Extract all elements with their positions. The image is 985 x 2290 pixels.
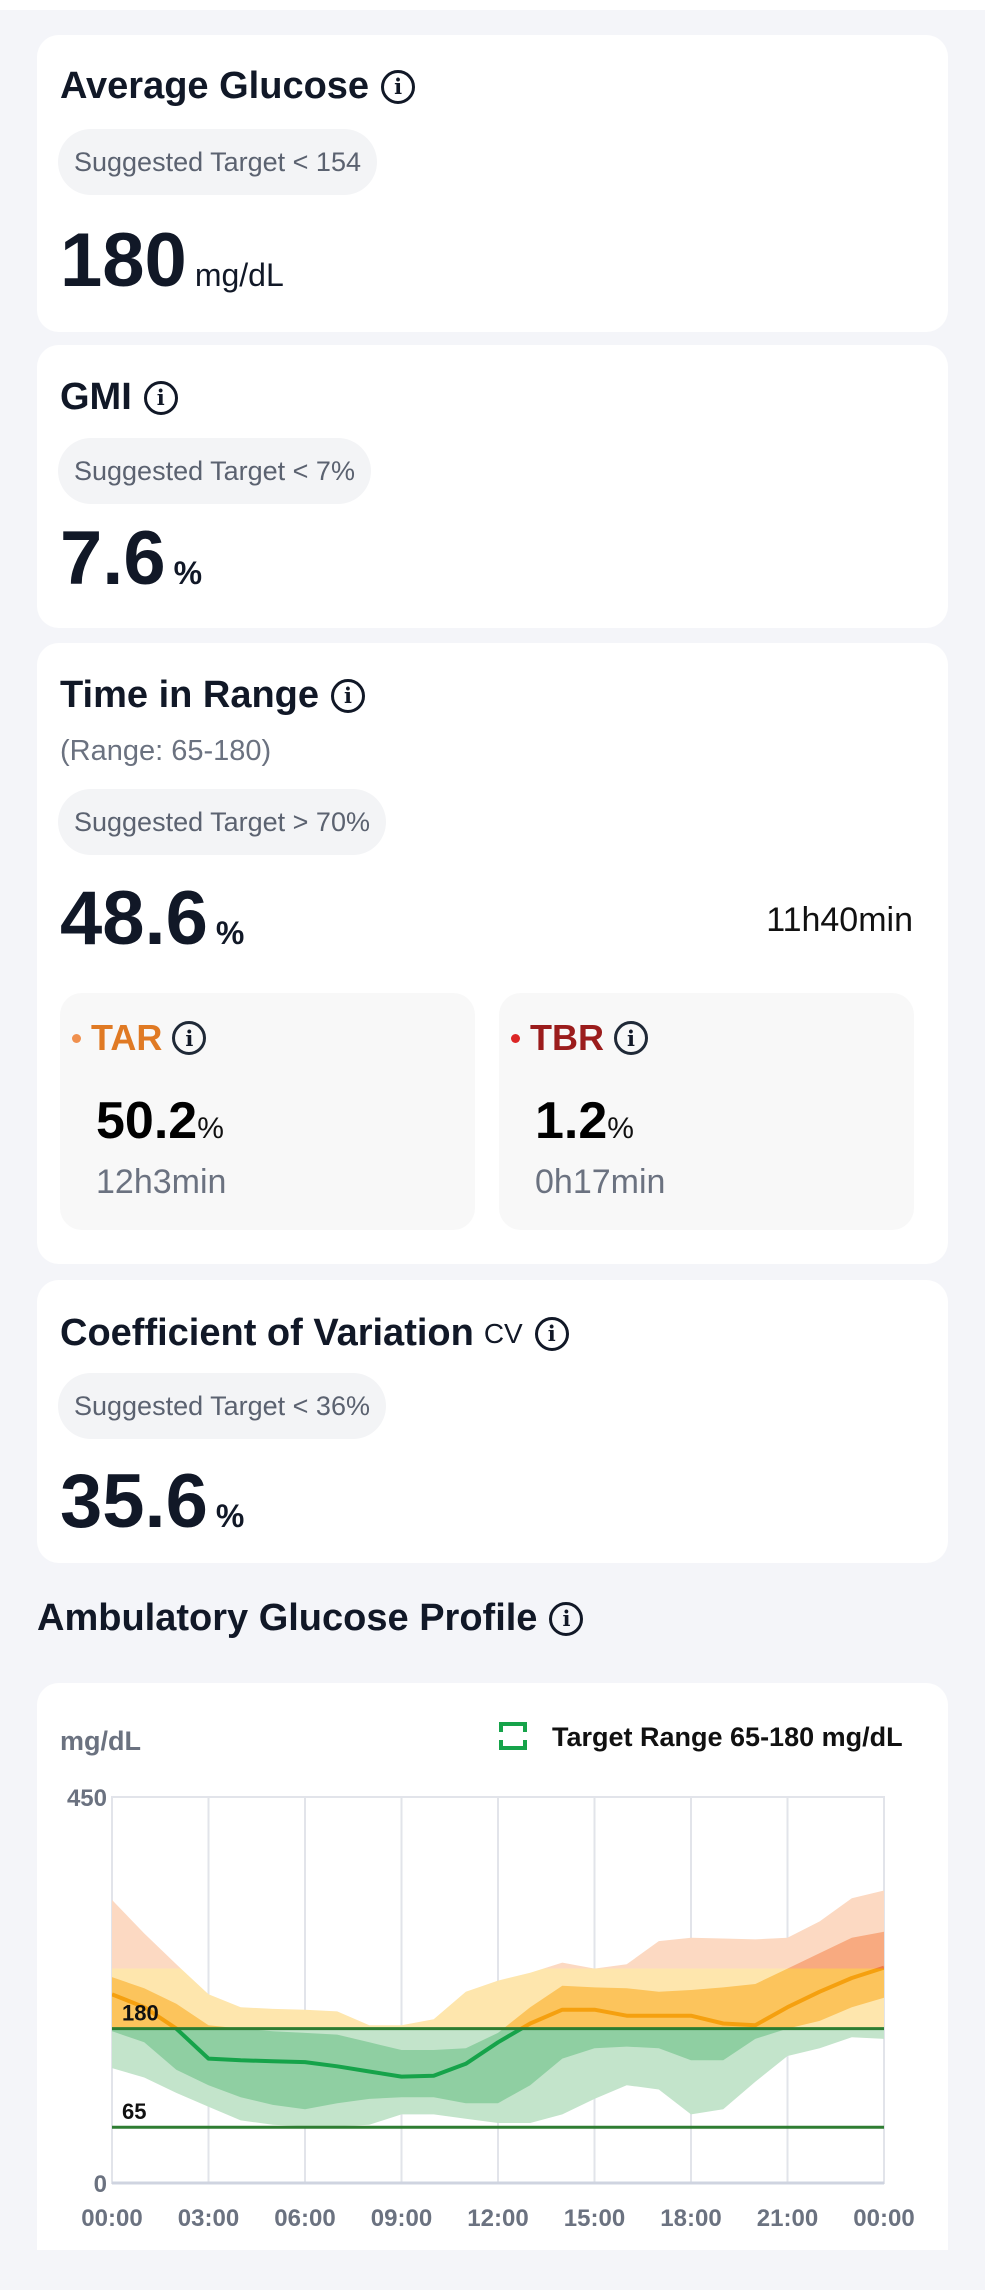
- tbr-label: TBR: [530, 1017, 604, 1058]
- unit: mg/dL: [194, 257, 284, 293]
- inner-band-25-75: [787, 1931, 884, 1969]
- value: 1.2: [535, 1092, 608, 1150]
- cv-title: Coefficient of Variation CV i: [60, 1312, 569, 1355]
- median-line: [172, 2028, 526, 2079]
- top-strip: [0, 0, 985, 10]
- title-text: GMI: [60, 376, 132, 418]
- legend-label: Target Range 65-180 mg/dL: [552, 1722, 903, 1752]
- tbr-duration: 0h17min: [535, 1163, 666, 1201]
- target-line-label: 65: [122, 2099, 146, 2124]
- y-axis-label: mg/dL: [60, 1726, 141, 1756]
- y-tick-label: 0: [94, 2171, 107, 2198]
- tar-value: 50.2%: [96, 1091, 224, 1151]
- inner-band-25-75: [112, 1968, 884, 2029]
- x-tick-label: 00:00: [853, 2205, 914, 2232]
- average-glucose-value: 180 mg/dL: [60, 217, 284, 304]
- outer-band-5-95: [112, 1890, 884, 1969]
- unit: %: [197, 1112, 224, 1145]
- tir-title: Time in Range i: [60, 674, 366, 717]
- gmi-value: 7.6%: [60, 515, 202, 602]
- title-text: Time in Range: [60, 674, 320, 716]
- tar-dot-icon: [72, 1033, 81, 1043]
- tir-duration: 11h40min: [766, 901, 913, 939]
- info-icon[interactable]: i: [614, 1021, 648, 1055]
- range-text: (Range: 65-180): [60, 735, 272, 767]
- x-tick-label: 03:00: [178, 2205, 239, 2232]
- value: 180: [60, 218, 187, 303]
- tar-card: TAR i 50.2% 12h3min: [60, 993, 475, 1230]
- info-icon[interactable]: i: [331, 678, 366, 713]
- x-tick-label: 09:00: [371, 2205, 432, 2232]
- x-tick-label: 21:00: [757, 2205, 818, 2232]
- target-pill: Suggested Target > 70%: [58, 789, 386, 855]
- target-range-legend-icon: [498, 1722, 528, 1750]
- tbr-value: 1.2%: [535, 1091, 634, 1151]
- value: 50.2: [96, 1092, 198, 1150]
- x-tick-label: 18:00: [660, 2205, 721, 2232]
- cv-abbr: CV: [483, 1317, 523, 1349]
- target-pill: Suggested Target < 154: [58, 129, 377, 195]
- median-line: [112, 1968, 884, 2029]
- tbr-card: TBR i 1.2% 0h17min: [499, 993, 914, 1230]
- title-text: Average Glucose: [60, 65, 370, 107]
- unit: %: [215, 1498, 245, 1534]
- target-pill: Suggested Target < 36%: [58, 1373, 386, 1439]
- agp-title: Ambulatory Glucose Profile i: [37, 1597, 584, 1640]
- tar-header: TAR i: [72, 1017, 207, 1059]
- x-tick-label: 15:00: [564, 2205, 625, 2232]
- info-icon[interactable]: i: [381, 69, 416, 104]
- x-tick-label: 12:00: [467, 2205, 528, 2232]
- y-tick-label: 450: [67, 1785, 107, 1812]
- target-line-label: 180: [122, 2001, 159, 2026]
- value: 48.6: [60, 876, 208, 961]
- title-text: Coefficient of Variation: [60, 1312, 474, 1354]
- gmi-card: GMI i Suggested Target < 7% 7.6%: [37, 345, 948, 628]
- tbr-dot-icon: [511, 1033, 520, 1043]
- info-icon[interactable]: i: [549, 1601, 584, 1636]
- value: 35.6: [60, 1459, 208, 1544]
- gmi-title: GMI i: [60, 376, 178, 419]
- x-tick-label: 00:00: [81, 2205, 142, 2232]
- tar-duration: 12h3min: [96, 1163, 227, 1201]
- unit: %: [215, 915, 245, 951]
- title-text: Ambulatory Glucose Profile: [37, 1597, 538, 1639]
- tbr-header: TBR i: [511, 1017, 648, 1059]
- cv-card: Coefficient of Variation CV i Suggested Ta…: [37, 1280, 948, 1563]
- average-glucose-card: Average Glucose i Suggested Target < 154 …: [37, 35, 948, 332]
- info-icon[interactable]: i: [172, 1021, 207, 1055]
- unit: %: [607, 1112, 634, 1145]
- x-tick-label: 06:00: [274, 2205, 335, 2232]
- tir-value: 48.6%: [60, 875, 244, 962]
- average-glucose-title: Average Glucose i: [60, 65, 416, 108]
- unit: %: [173, 555, 203, 591]
- cv-value: 35.6%: [60, 1458, 244, 1545]
- tar-label: TAR: [91, 1017, 163, 1058]
- info-icon[interactable]: i: [143, 380, 178, 415]
- target-pill: Suggested Target < 7%: [58, 438, 371, 504]
- info-icon[interactable]: i: [534, 1316, 569, 1351]
- value: 7.6: [60, 516, 166, 601]
